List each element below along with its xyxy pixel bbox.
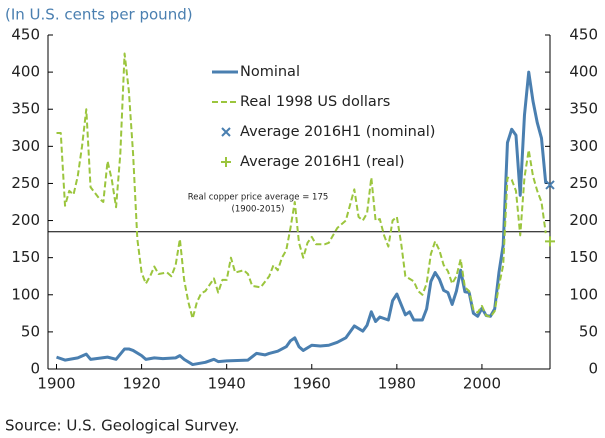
y2-tick-label: 350 [569, 100, 598, 118]
y-tick-label: 400 [11, 63, 40, 81]
y-tick-label: 300 [11, 137, 40, 155]
x-tick-label: 1940 [208, 375, 246, 393]
y2-tick-label: 400 [569, 63, 598, 81]
marker [545, 236, 555, 247]
x-tick-label: 1980 [378, 375, 416, 393]
y-tick-label: 200 [11, 211, 40, 229]
y2-tick-label: 250 [569, 174, 598, 192]
y-tick-label: 50 [21, 322, 40, 340]
y2-tick-label: 100 [569, 285, 598, 303]
marker [221, 127, 231, 137]
legend-label: Average 2016H1 (real) [240, 154, 405, 170]
source: Source: U.S. Geological Survey. [5, 417, 239, 435]
x-tick-label: 1960 [293, 375, 331, 393]
legend-label: Real 1998 US dollars [240, 94, 390, 110]
y-tick-label: 0 [30, 360, 40, 378]
y2-tick-label: 50 [579, 322, 598, 340]
legend-label: Nominal [240, 64, 300, 80]
y-tick-label: 100 [11, 285, 40, 303]
y-tick-label: 450 [11, 26, 40, 44]
legend-label: Average 2016H1 (nominal) [240, 124, 435, 140]
y2-tick-label: 300 [569, 137, 598, 155]
x-tick-label: 2000 [463, 375, 501, 393]
y2-tick-label: 450 [569, 26, 598, 44]
y-tick-label: 250 [11, 174, 40, 192]
reference-label: Real copper price average = 175 [188, 193, 329, 203]
series-line [56, 52, 547, 320]
y2-tick-label: 150 [569, 248, 598, 266]
series-line [56, 70, 548, 367]
subtitle: (In U.S. cents per pound) [5, 6, 193, 24]
reference-label: (1900-2015) [232, 205, 285, 215]
x-tick-label: 1920 [122, 375, 160, 393]
marker [545, 180, 555, 190]
y-tick-label: 150 [11, 248, 40, 266]
y2-tick-label: 0 [588, 360, 598, 378]
y2-tick-label: 200 [569, 211, 598, 229]
y-tick-label: 350 [11, 100, 40, 118]
marker [221, 157, 231, 167]
x-tick-label: 1900 [37, 375, 75, 393]
